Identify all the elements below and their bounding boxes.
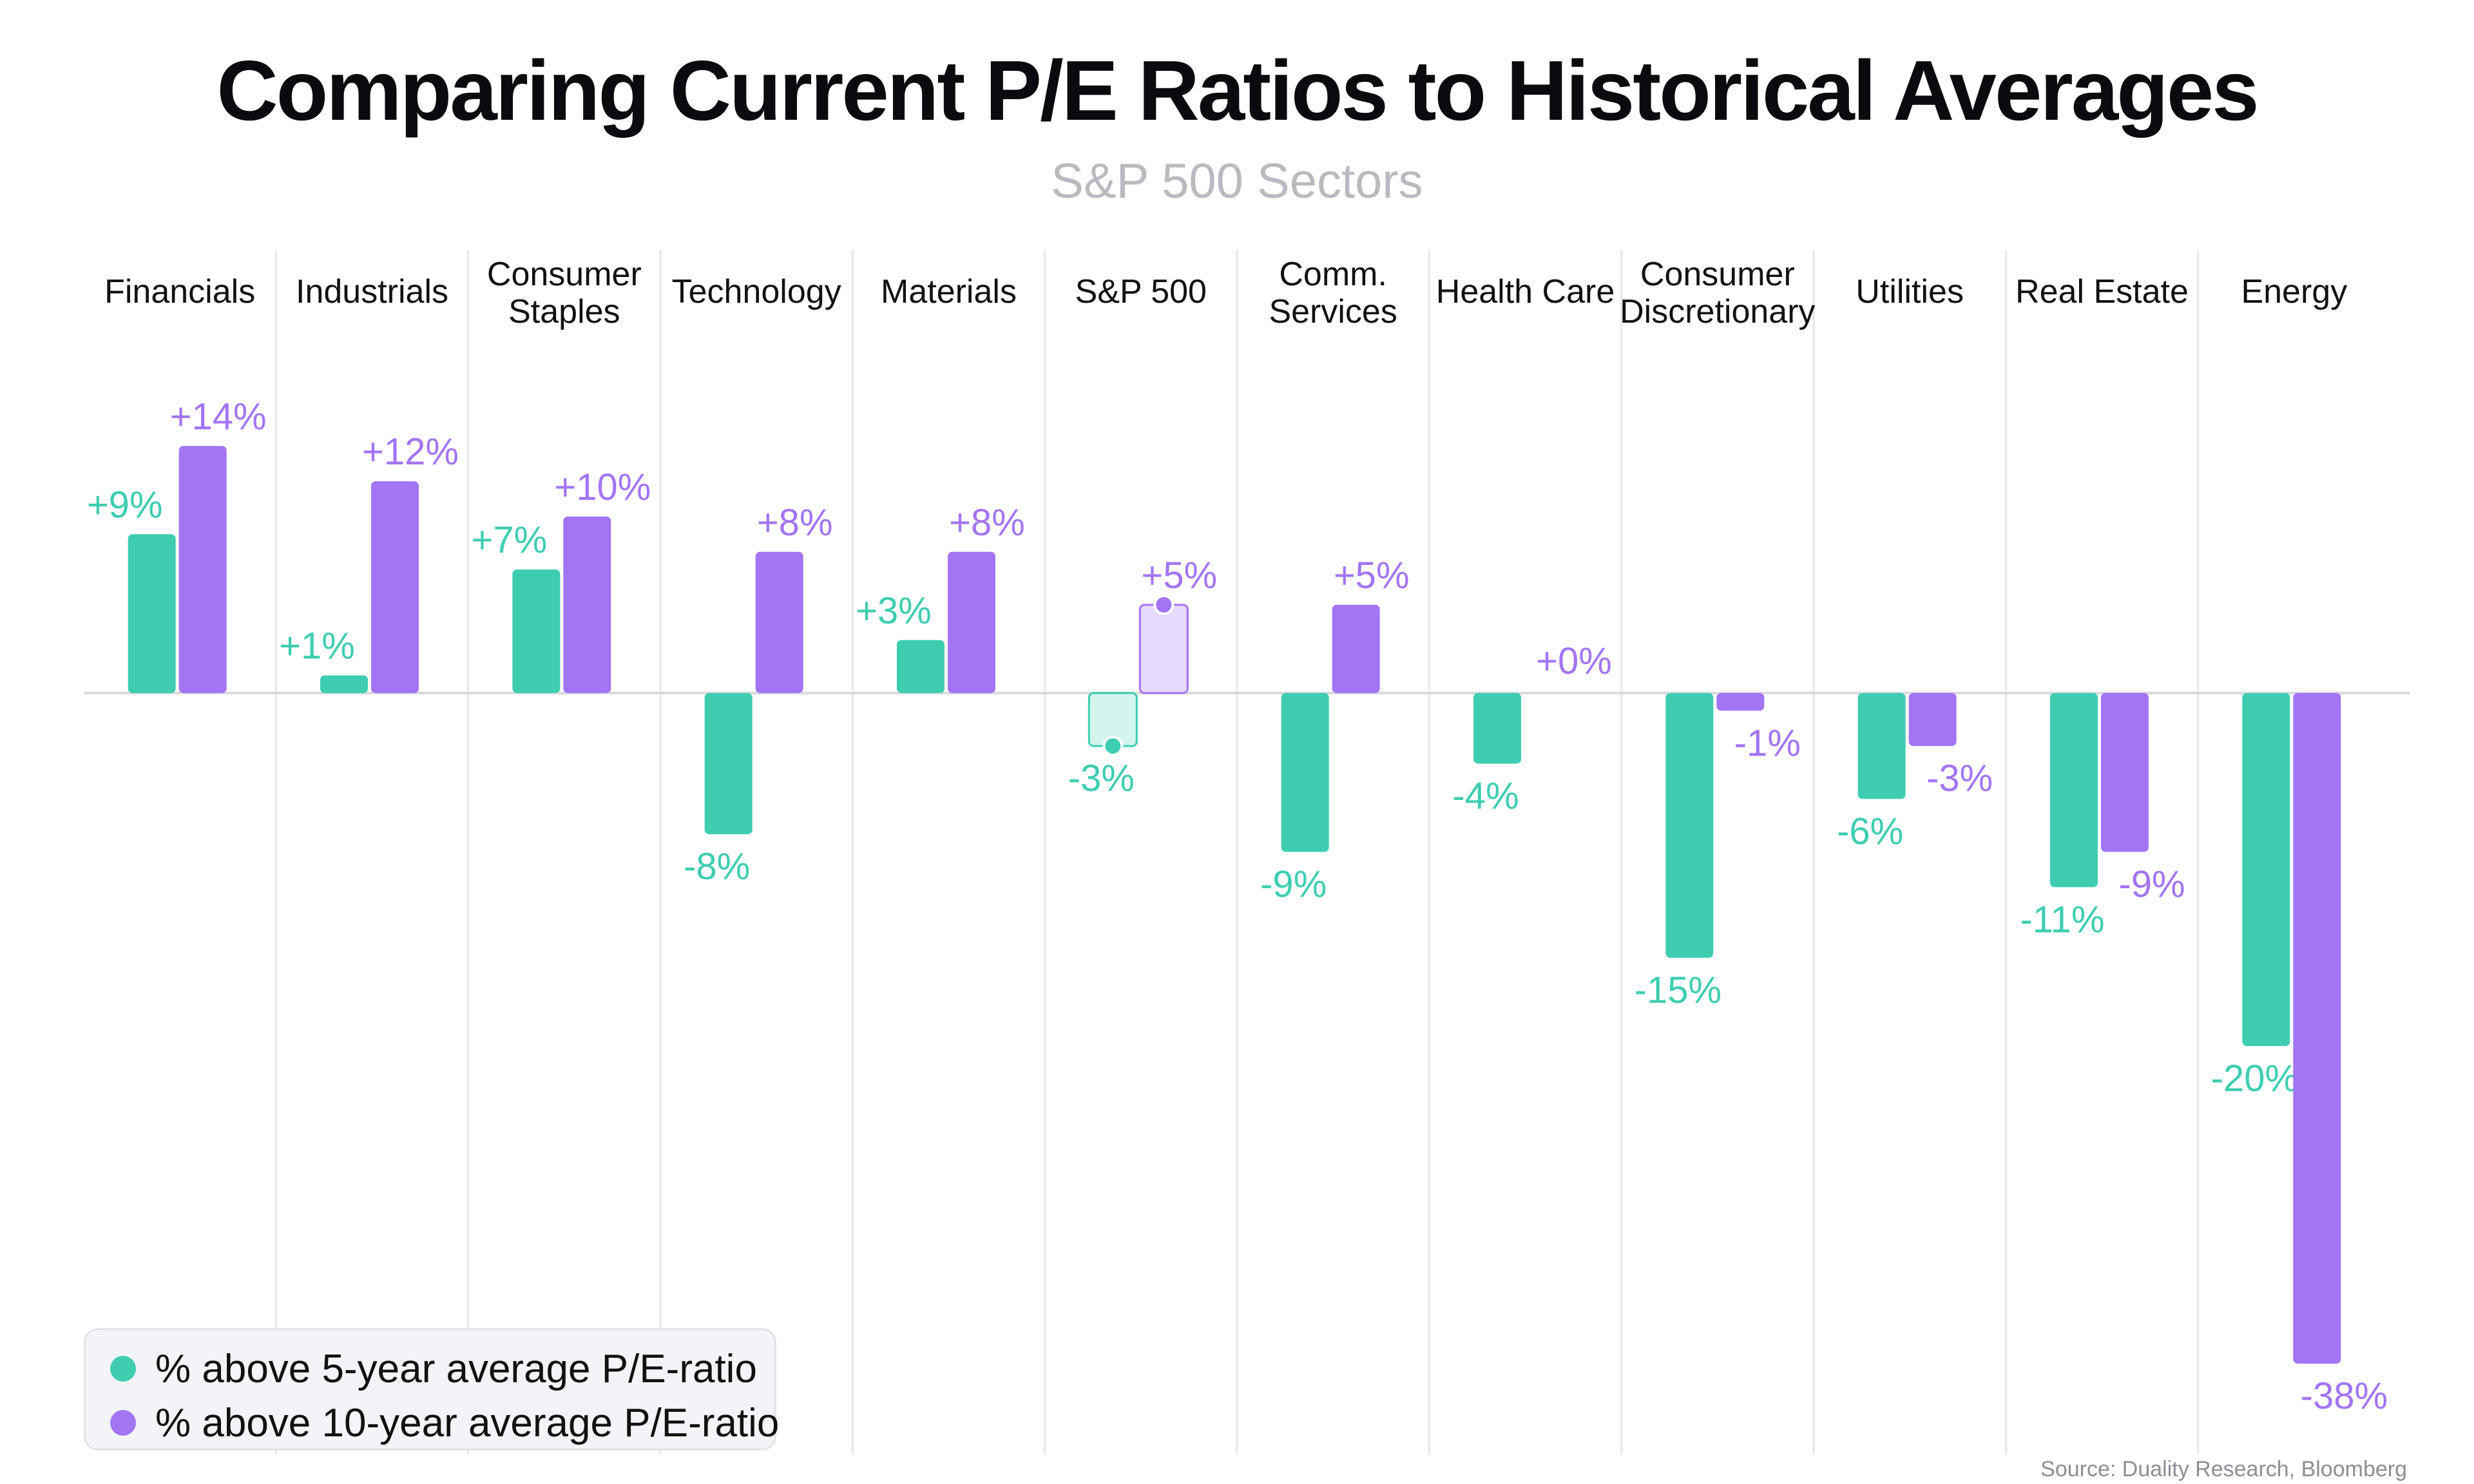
bar-five-year [128, 534, 176, 693]
bar-ten-year [755, 551, 803, 693]
bar-five-year [704, 693, 753, 835]
category-label: Discretionary [1620, 293, 1815, 330]
value-label-ten-year: +5% [1141, 555, 1217, 596]
value-label-ten-year: +8% [949, 502, 1025, 544]
bar-five-year [1857, 693, 1906, 799]
legend-swatch-ten-year [110, 1410, 136, 1436]
category-label: Financials [104, 273, 255, 310]
source-note: Source: Duality Research, Bloomberg [2040, 1457, 2407, 1481]
value-label-ten-year: +5% [1334, 555, 1410, 596]
bar-five-year [1281, 693, 1329, 852]
value-label-ten-year: +0% [1536, 640, 1612, 682]
value-label-ten-year: +14% [170, 395, 267, 437]
value-label-five-year: +7% [471, 519, 547, 561]
legend-label-ten-year: % above 10-year average P/E-ratio [155, 1400, 780, 1445]
category-label: Energy [2241, 273, 2347, 310]
bar-ten-year [1138, 604, 1189, 694]
category-label: Health Care [1436, 273, 1615, 310]
value-label-ten-year: -3% [1926, 757, 1993, 799]
category-label: Materials [881, 273, 1017, 310]
bar-five-year [2050, 693, 2098, 888]
category-label: Industrials [296, 273, 448, 310]
category-label: Real Estate [2015, 273, 2189, 310]
bar-ten-year [563, 517, 611, 693]
value-label-five-year: -9% [1260, 864, 1327, 906]
category-label: S&P 500 [1075, 273, 1207, 310]
bar-five-year [1665, 693, 1714, 958]
value-label-five-year: -20% [2211, 1058, 2298, 1099]
value-label-five-year: -8% [684, 846, 750, 888]
legend-swatch-five-year [110, 1356, 136, 1382]
value-label-ten-year: +8% [757, 502, 833, 544]
legend-item-ten-year: % above 10-year average P/E-ratio [110, 1396, 779, 1450]
category-label: Technology [672, 273, 841, 310]
value-label-ten-year: +12% [362, 431, 459, 473]
value-label-ten-year: +10% [554, 466, 651, 508]
bar-five-year [897, 640, 945, 693]
marker-ten-year [1153, 595, 1175, 615]
bar-five-year [1473, 693, 1521, 764]
category-label: Services [1269, 293, 1397, 330]
value-label-five-year: +3% [856, 590, 932, 632]
bar-ten-year [371, 481, 419, 693]
value-label-ten-year: -9% [2118, 864, 2185, 906]
value-label-ten-year: -38% [2301, 1375, 2388, 1417]
category-label: Consumer [487, 256, 642, 293]
value-label-ten-year: -1% [1734, 722, 1801, 764]
bar-ten-year [178, 446, 227, 693]
value-label-five-year: -15% [1635, 969, 1721, 1011]
chart-subtitle: S&P 500 Sectors [1051, 154, 1423, 209]
bar-ten-year [948, 551, 995, 693]
value-label-five-year: -11% [2020, 899, 2104, 940]
value-label-five-year: -3% [1068, 757, 1135, 799]
bar-ten-year [1332, 605, 1380, 693]
bar-five-year [512, 569, 561, 693]
legend: % above 5-year average P/E-ratio % above… [84, 1328, 779, 1451]
value-label-five-year: -4% [1452, 775, 1519, 817]
bar-five-year [2242, 693, 2290, 1046]
marker-five-year [1102, 736, 1124, 757]
legend-item-five-year: % above 5-year average P/E-ratio [110, 1342, 774, 1396]
category-label: Consumer [1640, 256, 1795, 293]
category-label: Comm. [1279, 256, 1387, 293]
bar-ten-year [2101, 693, 2149, 852]
category-label: Utilities [1856, 273, 1964, 310]
value-label-five-year: +9% [87, 484, 163, 526]
chart-title: Comparing Current P/E Ratios to Historic… [216, 43, 2259, 138]
bar-ten-year [1908, 693, 1957, 747]
bar-ten-year [1716, 693, 1765, 711]
value-label-five-year: +1% [279, 625, 355, 667]
bar-five-year [320, 675, 368, 693]
legend-label-five-year: % above 5-year average P/E-ratio [155, 1346, 757, 1391]
category-label: Staples [508, 293, 620, 330]
value-label-five-year: -6% [1837, 810, 1903, 852]
bar-ten-year [2293, 693, 2341, 1364]
